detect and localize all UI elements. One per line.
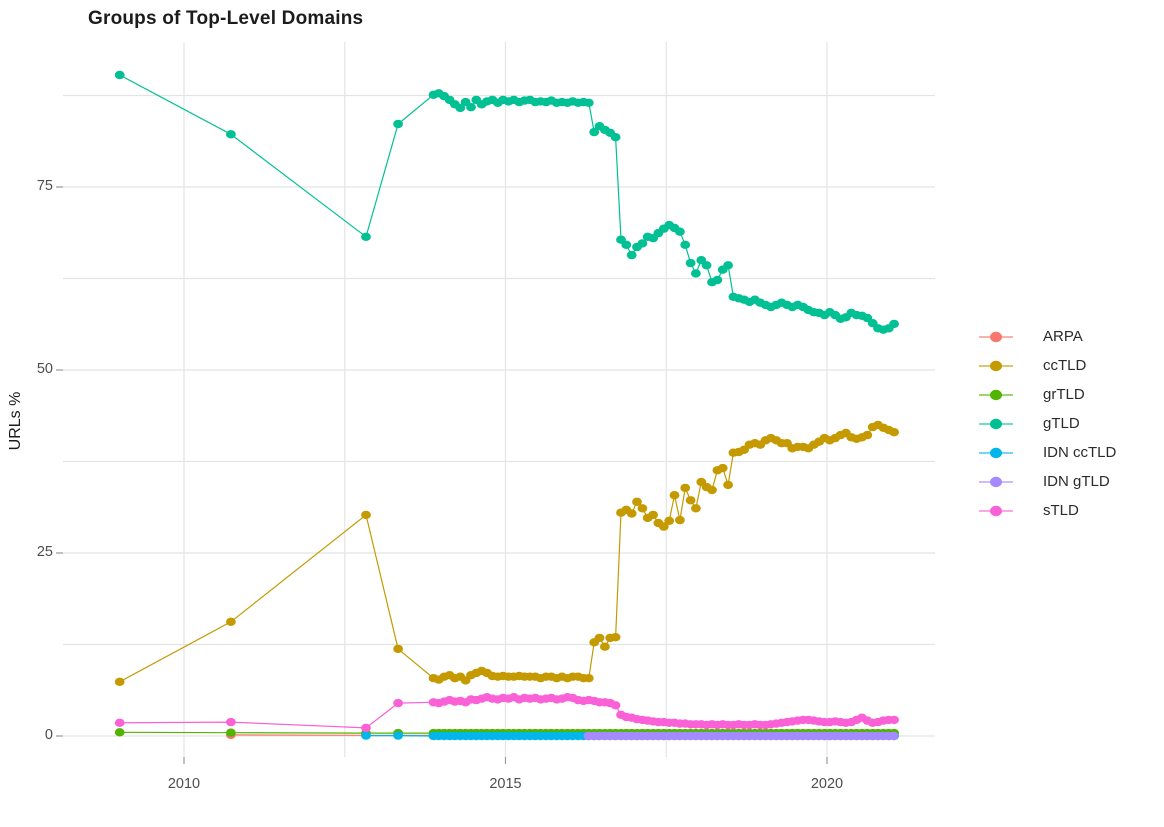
legend-key-gtld: [979, 418, 1013, 429]
y-tick-label-0: 0: [44, 727, 53, 743]
legend-entry-gtld: gTLD: [979, 409, 1116, 438]
y-tick-label-50: 50: [36, 361, 53, 377]
legend-entry-stld: sTLD: [979, 496, 1116, 525]
series-idn-gtld: [583, 731, 899, 741]
legend-label: ccTLD: [1043, 357, 1087, 374]
legend-label: grTLD: [1043, 386, 1085, 403]
y-tick-label-25: 25: [36, 544, 53, 560]
legend-entry-cctld: ccTLD: [979, 351, 1116, 380]
data-series-layer: [114, 70, 899, 741]
x-tick-label-2020: 2020: [810, 776, 844, 792]
x-tick-label-2010: 2010: [167, 776, 201, 792]
grid-lines: [63, 42, 935, 757]
legend-entry-grtld: grTLD: [979, 380, 1116, 409]
series-gtld: [114, 70, 899, 334]
legend-key-arpa: [979, 331, 1013, 342]
legend-entry-arpa: ARPA: [979, 322, 1116, 351]
chart-title: Groups of Top-Level Domains: [88, 8, 364, 29]
y-axis-title: URLs %: [7, 391, 24, 451]
legend-entry-idn-gtld: IDN gTLD: [979, 467, 1116, 496]
legend-key-idn-gtld: [979, 476, 1013, 487]
legend-key-idn-cctld: [979, 447, 1013, 458]
legend-label: IDN gTLD: [1043, 473, 1110, 490]
legend-entry-idn-cctld: IDN ccTLD: [979, 438, 1116, 467]
series-stld: [114, 693, 899, 733]
legend-key-grtld: [979, 389, 1013, 400]
legend-label: sTLD: [1043, 502, 1079, 519]
x-tick-label-2015: 2015: [489, 776, 522, 792]
legend-key-stld: [979, 505, 1013, 516]
series-cctld: [114, 420, 899, 686]
legend: ARPA ccTLD grTLD gTLD IDN ccTLD IDN gTLD…: [979, 322, 1116, 525]
legend-label: IDN ccTLD: [1043, 444, 1117, 461]
legend-label: ARPA: [1043, 328, 1083, 345]
axis-tick-marks: [56, 186, 828, 764]
legend-label: gTLD: [1043, 415, 1080, 432]
legend-key-cctld: [979, 360, 1013, 371]
y-tick-label-75: 75: [36, 178, 53, 194]
